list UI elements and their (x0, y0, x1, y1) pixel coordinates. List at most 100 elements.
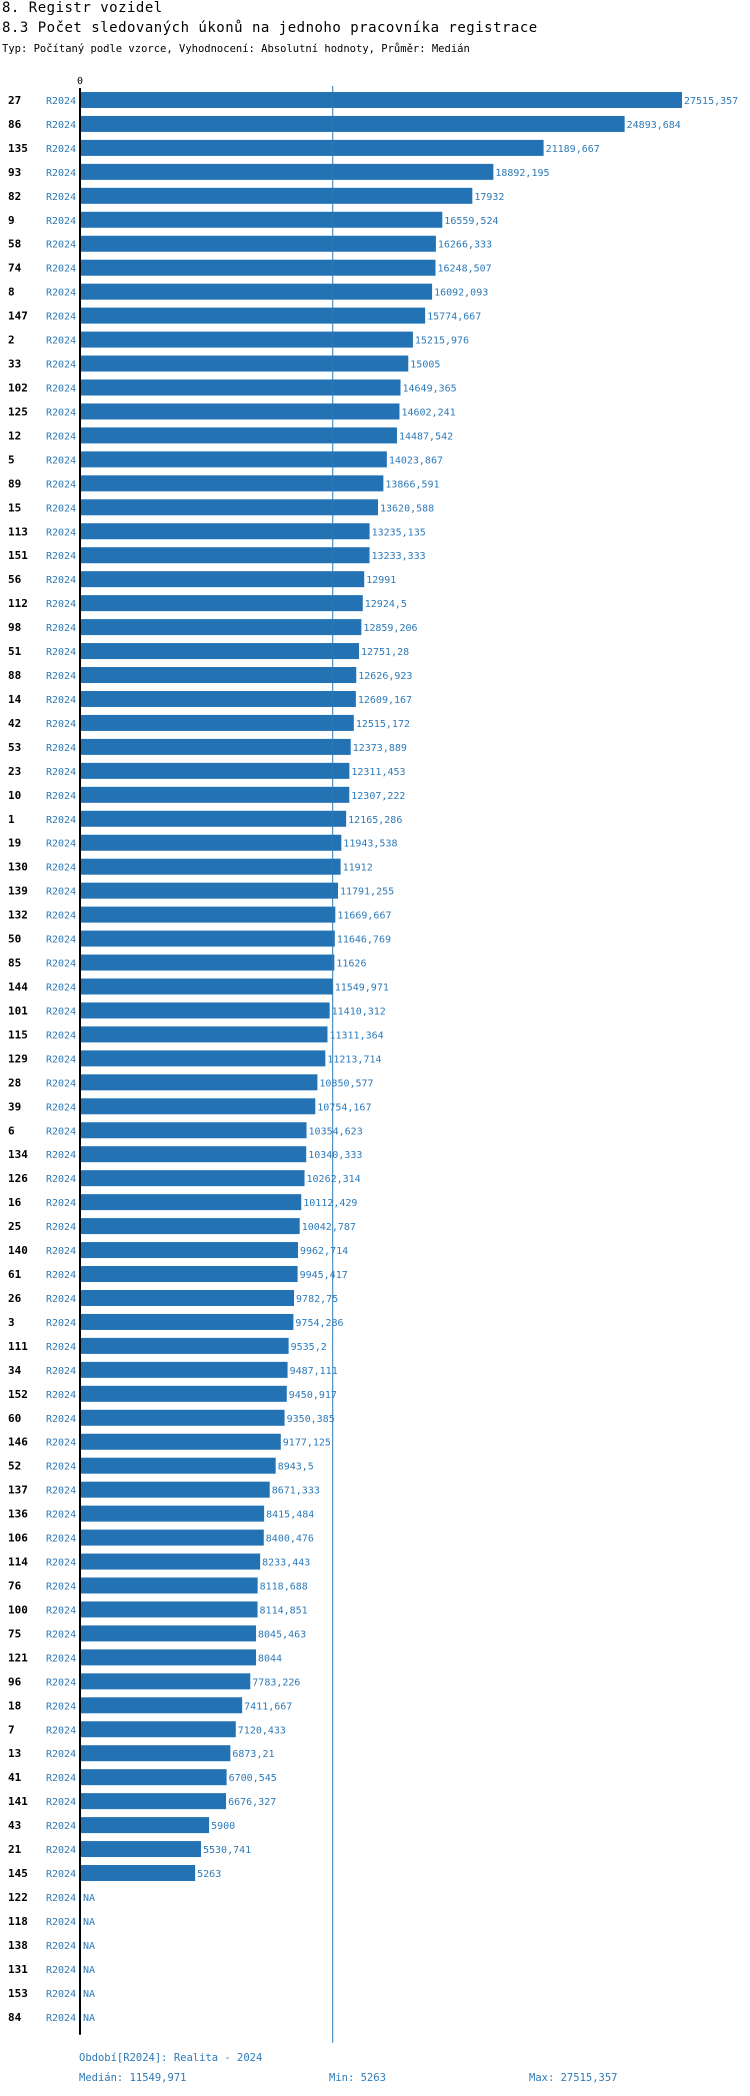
bar (80, 595, 363, 612)
data-label: 9962,714 (300, 1246, 348, 1257)
row-label: 34 (8, 1364, 22, 1377)
data-label: 9350,385 (287, 1414, 335, 1425)
row-label: 111 (8, 1340, 28, 1353)
row-label: 102 (8, 382, 28, 395)
row-label: 15 (8, 501, 21, 514)
series-label: R2024 (46, 1078, 76, 1089)
data-label: 10340,333 (308, 1150, 362, 1161)
data-label: 12751,28 (361, 647, 409, 658)
row-label: 121 (8, 1651, 28, 1664)
series-label: R2024 (46, 1318, 76, 1329)
series-label: R2024 (46, 1462, 76, 1473)
row-label: 6 (8, 1124, 15, 1137)
data-label: 11549,971 (335, 983, 389, 994)
series-label: R2024 (46, 503, 76, 514)
data-label: 12609,167 (358, 695, 412, 706)
chart-subtitle: Typ: Počítaný podle vzorce, Vyhodnocení:… (2, 43, 470, 55)
series-label: R2024 (46, 1677, 76, 1688)
series-label: R2024 (46, 935, 76, 946)
data-label: 7783,226 (252, 1677, 300, 1688)
series-label: R2024 (46, 336, 76, 347)
row-label: 7 (8, 1723, 15, 1736)
series-label: R2024 (46, 192, 76, 203)
series-label: R2024 (46, 599, 76, 610)
row-label: 58 (8, 238, 21, 251)
series-label: R2024 (46, 1150, 76, 1161)
row-label: 96 (8, 1675, 22, 1688)
data-label: 9535,2 (291, 1342, 327, 1353)
row-label: 139 (8, 885, 28, 898)
row-label: 138 (8, 1939, 28, 1952)
series-label: R2024 (46, 743, 76, 754)
data-label: 10754,167 (317, 1102, 371, 1113)
bar (80, 451, 387, 468)
bar (80, 1721, 236, 1738)
row-label: 86 (8, 118, 22, 131)
bar (80, 1289, 295, 1306)
data-label: 11410,312 (332, 1006, 386, 1017)
bar (80, 882, 338, 899)
row-label: 140 (8, 1244, 28, 1257)
bar (80, 1266, 298, 1283)
bar (80, 1745, 231, 1762)
data-label: 5530,741 (203, 1845, 251, 1856)
row-label: 18 (8, 1699, 21, 1712)
series-label: R2024 (46, 1198, 76, 1209)
row-label: 52 (8, 1460, 21, 1473)
bar (80, 643, 359, 660)
bar (80, 1673, 251, 1690)
series-label: R2024 (46, 527, 76, 538)
data-label: 12859,206 (363, 623, 417, 634)
data-label: 11669,667 (337, 911, 391, 922)
row-label: 56 (8, 573, 22, 586)
row-label: 21 (8, 1843, 22, 1856)
row-label: 113 (8, 525, 28, 538)
row-label: 50 (8, 933, 21, 946)
data-label: 16266,333 (438, 240, 492, 251)
data-label: 8415,484 (266, 1510, 314, 1521)
data-label: NA (83, 1965, 95, 1976)
series-label: R2024 (46, 2013, 76, 2024)
series-label: R2024 (46, 1821, 76, 1832)
series-label: R2024 (46, 1294, 76, 1305)
bar (80, 307, 426, 324)
data-label: 6676,327 (228, 1797, 276, 1808)
series-label: R2024 (46, 1653, 76, 1664)
bar (80, 1601, 258, 1618)
row-label: 23 (8, 765, 21, 778)
data-label: 8045,463 (258, 1629, 306, 1640)
data-label: 11626 (336, 959, 366, 970)
data-label: 15215,976 (415, 336, 469, 347)
row-label: 2 (8, 334, 15, 347)
bar (80, 235, 436, 252)
series-label: R2024 (46, 1797, 76, 1808)
series-label: R2024 (46, 1030, 76, 1041)
series-label: R2024 (46, 1510, 76, 1521)
series-label: R2024 (46, 407, 76, 418)
bar (80, 762, 350, 779)
row-label: 147 (8, 310, 28, 323)
row-label: 43 (8, 1819, 21, 1832)
series-label: R2024 (46, 1414, 76, 1425)
bar (80, 714, 354, 731)
data-label: 18892,195 (495, 168, 549, 179)
row-label: 144 (8, 981, 28, 994)
bar (80, 978, 333, 995)
bar (80, 738, 351, 755)
data-label: 17932 (474, 192, 504, 203)
bar (80, 1697, 243, 1714)
bar (80, 355, 409, 372)
series-label: R2024 (46, 1558, 76, 1569)
series-label: R2024 (46, 1006, 76, 1017)
bar (80, 211, 443, 228)
row-label: 129 (8, 1052, 28, 1065)
data-label: 11646,769 (337, 935, 391, 946)
data-label: 10042,787 (302, 1222, 356, 1233)
series-label: R2024 (46, 144, 76, 155)
bar (80, 1242, 298, 1259)
series-label: R2024 (46, 671, 76, 682)
bar (80, 667, 357, 684)
series-label: R2024 (46, 1534, 76, 1545)
bar (80, 139, 544, 156)
